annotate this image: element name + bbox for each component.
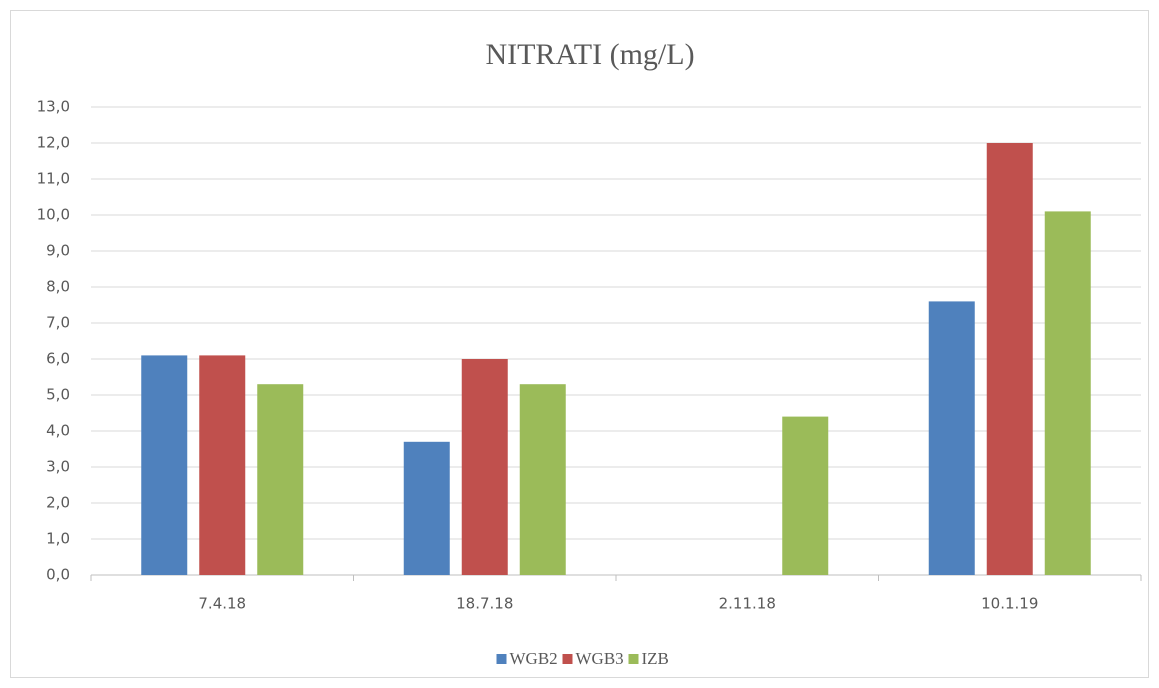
legend-label: IZB bbox=[642, 649, 669, 668]
y-tick-label: 11,0 bbox=[37, 170, 70, 188]
legend-label: WGB2 bbox=[510, 649, 558, 668]
legend-swatch bbox=[562, 654, 573, 664]
bar bbox=[782, 416, 829, 575]
bar bbox=[519, 384, 566, 575]
bar bbox=[257, 384, 304, 575]
chart-border bbox=[10, 10, 1149, 678]
y-tick-label: 13,0 bbox=[37, 98, 70, 116]
bar bbox=[1044, 211, 1091, 575]
y-tick-label: 0,0 bbox=[46, 566, 70, 584]
bar bbox=[928, 301, 975, 575]
bar bbox=[461, 359, 508, 575]
y-tick-label: 1,0 bbox=[46, 530, 70, 548]
chart-title: NITRATI (mg/L) bbox=[485, 38, 694, 71]
bar bbox=[199, 355, 246, 575]
y-tick-label: 5,0 bbox=[46, 386, 70, 404]
x-tick-label: 10.1.19 bbox=[981, 595, 1038, 613]
legend-label: WGB3 bbox=[576, 649, 624, 668]
x-tick-label: 18.7.18 bbox=[456, 595, 513, 613]
y-tick-label: 9,0 bbox=[46, 242, 70, 260]
legend-swatch bbox=[628, 654, 639, 664]
y-tick-label: 12,0 bbox=[37, 134, 70, 152]
y-tick-label: 4,0 bbox=[46, 422, 70, 440]
y-tick-label: 3,0 bbox=[46, 458, 70, 476]
y-tick-label: 8,0 bbox=[46, 278, 70, 296]
y-tick-label: 7,0 bbox=[46, 314, 70, 332]
bar bbox=[141, 355, 188, 575]
x-tick-label: 7.4.18 bbox=[198, 595, 246, 613]
bar bbox=[403, 441, 450, 575]
bar bbox=[986, 143, 1033, 575]
y-tick-label: 2,0 bbox=[46, 494, 70, 512]
x-tick-label: 2.11.18 bbox=[719, 595, 776, 613]
y-tick-label: 6,0 bbox=[46, 350, 70, 368]
legend-swatch bbox=[496, 654, 507, 664]
y-tick-label: 10,0 bbox=[37, 206, 70, 224]
